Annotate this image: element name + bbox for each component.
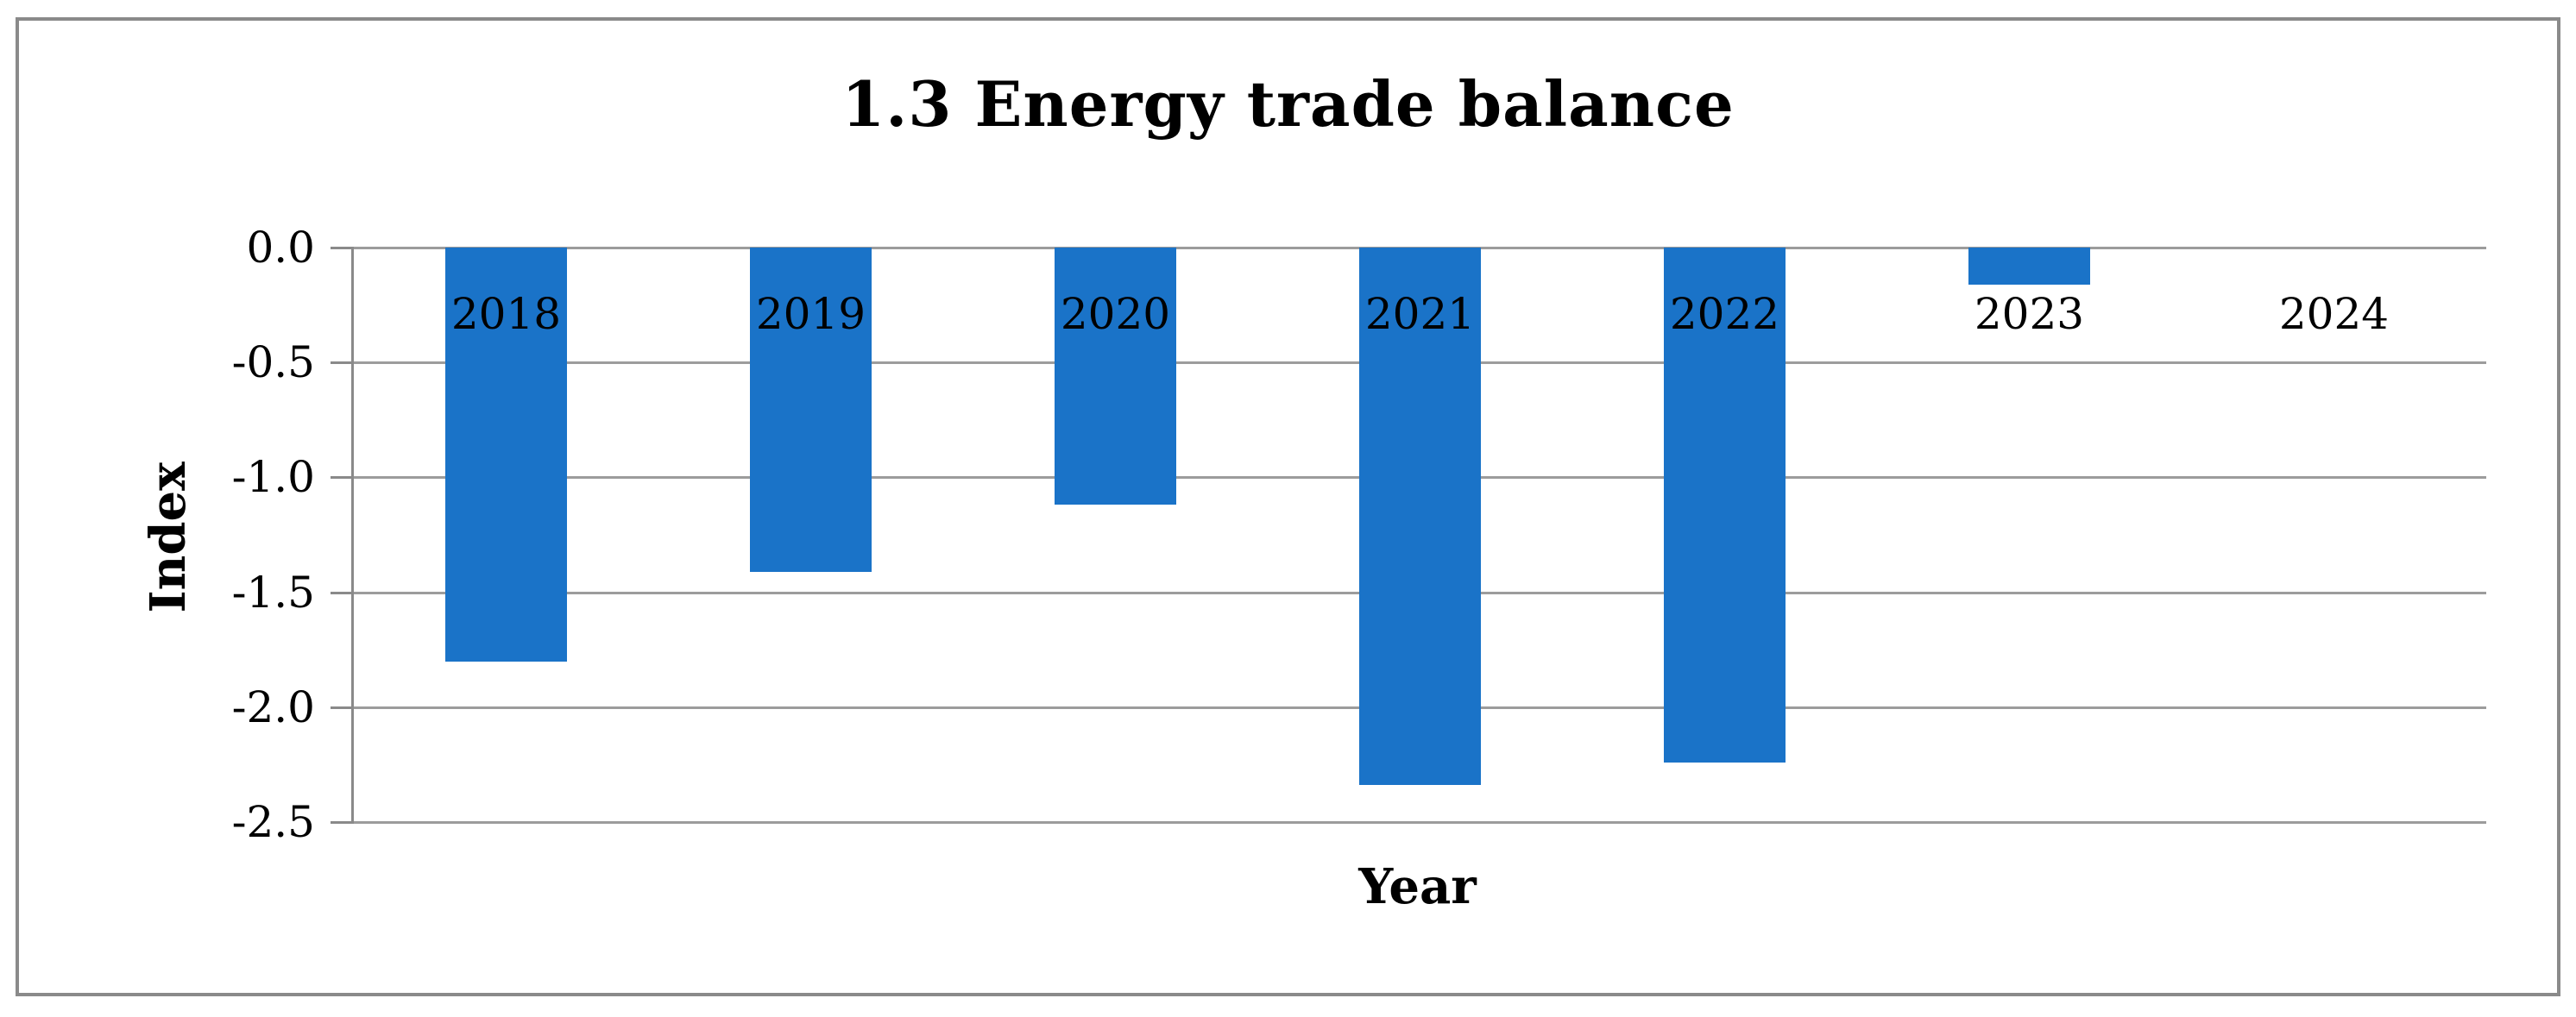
bar-2023 bbox=[1968, 248, 2090, 285]
chart-title: 1.3 Energy trade balance bbox=[841, 67, 1735, 141]
y-tick-label--1.0: -1.0 bbox=[231, 452, 315, 502]
y-tick-label-0.0: 0.0 bbox=[246, 223, 315, 273]
y-axis-tick bbox=[331, 247, 354, 249]
figure-border bbox=[16, 17, 2560, 996]
bar-2019 bbox=[750, 248, 872, 572]
x-axis-title: Year bbox=[1358, 858, 1477, 915]
category-label-2018: 2018 bbox=[450, 289, 562, 339]
category-label-2020: 2020 bbox=[1060, 289, 1171, 339]
y-tick-label--2.0: -2.0 bbox=[231, 682, 315, 732]
plot-area: 0.0 -0.5 -1.0 -1.5 -2.0 -2.5 2018 2019 2020 2021 2… bbox=[232, 223, 2486, 847]
y-tick-label--1.5: -1.5 bbox=[231, 568, 315, 618]
y-axis-tick bbox=[331, 706, 354, 709]
category-label-2024: 2024 bbox=[2278, 289, 2390, 339]
y-axis-tick bbox=[331, 361, 354, 364]
y-tick-label--2.5: -2.5 bbox=[231, 797, 315, 847]
y-axis-tick bbox=[331, 821, 354, 824]
category-label-2023: 2023 bbox=[1974, 289, 2085, 339]
gridline--2.5 bbox=[354, 821, 2486, 824]
bar-2020 bbox=[1055, 248, 1176, 505]
category-label-2019: 2019 bbox=[755, 289, 866, 339]
bar-2021 bbox=[1359, 248, 1481, 785]
y-axis-tick bbox=[331, 476, 354, 479]
y-tick-label--0.5: -0.5 bbox=[231, 337, 315, 387]
category-label-2021: 2021 bbox=[1364, 289, 1476, 339]
bar-2018 bbox=[445, 248, 567, 662]
category-label-2022: 2022 bbox=[1669, 289, 1780, 339]
bar-2022 bbox=[1664, 248, 1786, 763]
y-axis-tick bbox=[331, 592, 354, 594]
